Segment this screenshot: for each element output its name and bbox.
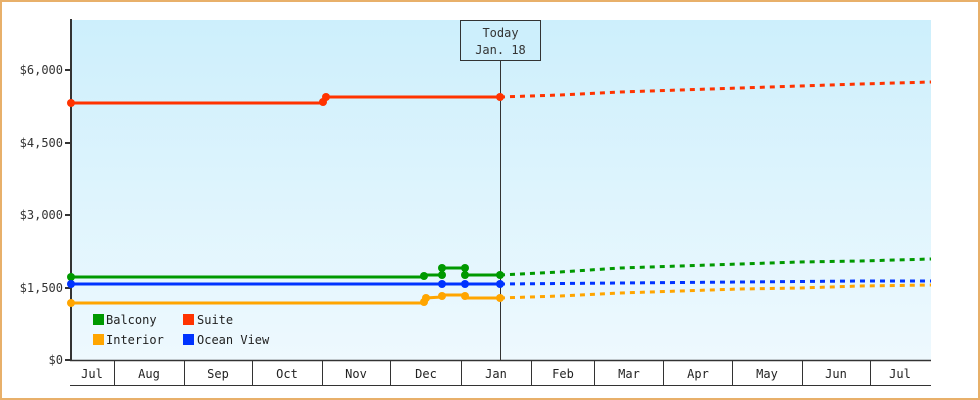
interior-swatch <box>93 334 104 345</box>
legend-item-interior: Interior <box>93 333 164 347</box>
month-label: Nov <box>345 367 367 381</box>
month-label: Aug <box>138 367 160 381</box>
month-label: Mar <box>618 367 640 381</box>
month-label: Oct <box>276 367 298 381</box>
legend-label: Balcony <box>106 313 157 327</box>
x-axis <box>70 359 931 386</box>
y-tick-1500: $1,500 <box>20 281 63 295</box>
legend-item-suite: Suite <box>183 313 233 327</box>
month-label: Dec <box>415 367 437 381</box>
month-label: Feb <box>552 367 574 381</box>
ocean-view-swatch <box>183 334 194 345</box>
suite-swatch <box>183 314 194 325</box>
balcony-swatch <box>93 314 104 325</box>
y-tick-4500: $4,500 <box>20 136 63 150</box>
series-balcony <box>67 257 932 281</box>
today-label: Today <box>482 26 518 40</box>
legend-item-ocean-view: Ocean View <box>183 333 270 347</box>
series-interior <box>67 283 932 307</box>
y-tick-6000: $6,000 <box>20 63 63 77</box>
x-month-labels: Jul Aug Sep Oct Nov Dec Jan Feb Mar Apr … <box>81 367 911 381</box>
legend-label: Interior <box>106 333 164 347</box>
legend-label: Ocean View <box>197 333 270 347</box>
month-label: Sep <box>207 367 229 381</box>
month-label: Jan <box>485 367 507 381</box>
series-ocean-view <box>67 279 931 288</box>
legend-item-balcony: Balcony <box>93 313 157 327</box>
month-label: Jun <box>825 367 847 381</box>
legend-label: Suite <box>197 313 233 327</box>
y-tick-labels: $6,000 $4,500 $3,000 $1,500 $0 <box>20 63 63 367</box>
y-tick-0: $0 <box>49 353 63 367</box>
month-label: Jul <box>81 367 103 381</box>
today-box <box>460 20 541 61</box>
month-label: May <box>756 367 778 381</box>
month-label: Jul <box>889 367 911 381</box>
legend: Balcony Suite Interior Ocean View <box>93 313 270 347</box>
y-tick-3000: $3,000 <box>20 208 63 222</box>
month-label: Apr <box>687 367 709 381</box>
series-suite <box>67 80 932 107</box>
today-date: Jan. 18 <box>475 43 526 57</box>
